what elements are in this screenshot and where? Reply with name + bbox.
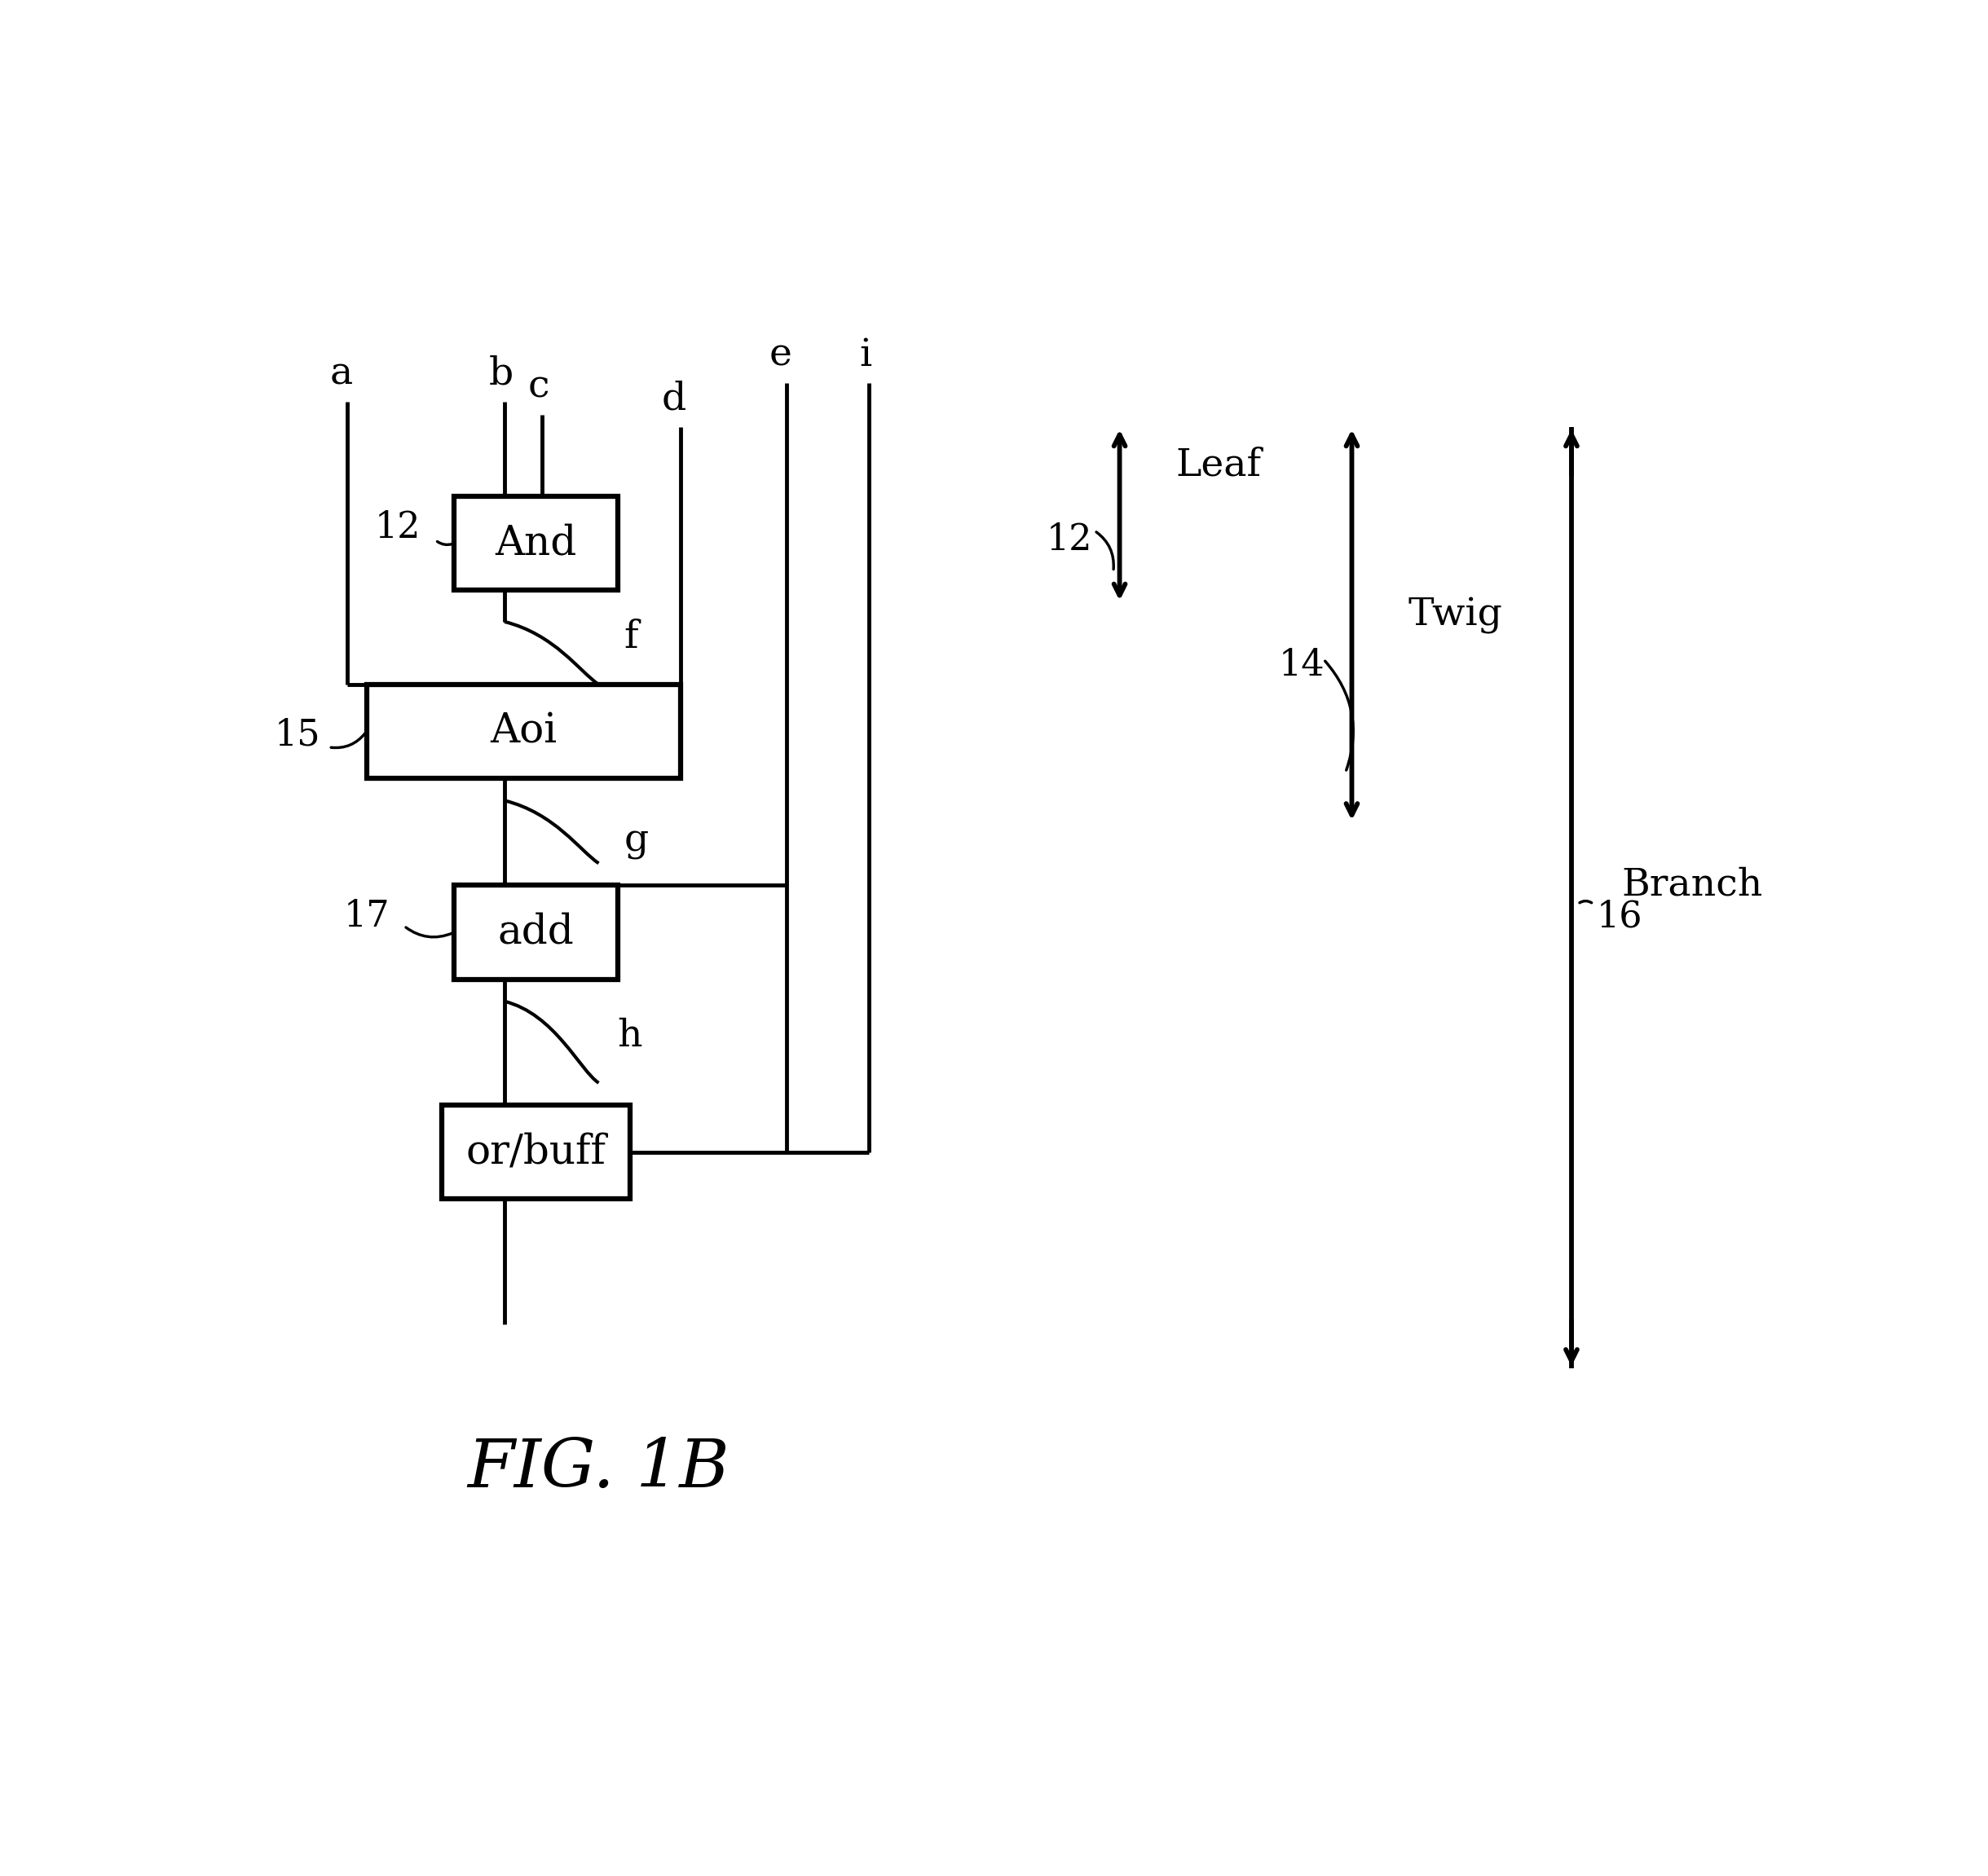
- Text: g: g: [624, 824, 648, 859]
- Text: f: f: [624, 619, 638, 657]
- Text: b: b: [489, 356, 513, 392]
- Text: 17: 17: [344, 899, 390, 934]
- Text: c: c: [529, 368, 551, 405]
- Text: 16: 16: [1596, 899, 1642, 934]
- Text: 12: 12: [1046, 523, 1091, 557]
- Text: Twig: Twig: [1408, 597, 1503, 634]
- Bar: [441, 1105, 630, 1199]
- Text: FIG. 1B: FIG. 1B: [467, 1437, 730, 1501]
- Text: Aoi: Aoi: [489, 711, 557, 752]
- Text: d: d: [662, 381, 686, 418]
- Text: Leaf: Leaf: [1177, 446, 1262, 484]
- Text: a: a: [330, 356, 352, 392]
- Text: h: h: [618, 1017, 642, 1054]
- Text: e: e: [769, 338, 791, 373]
- Text: or/buff: or/buff: [465, 1131, 606, 1172]
- Bar: [455, 497, 618, 591]
- Text: Branch: Branch: [1622, 867, 1763, 904]
- Text: 12: 12: [376, 510, 421, 546]
- Text: i: i: [859, 338, 871, 373]
- Bar: [366, 685, 680, 779]
- Bar: [455, 885, 618, 979]
- Text: 14: 14: [1278, 647, 1324, 683]
- Text: And: And: [495, 523, 577, 563]
- Text: 15: 15: [274, 717, 320, 752]
- Text: add: add: [497, 912, 575, 953]
